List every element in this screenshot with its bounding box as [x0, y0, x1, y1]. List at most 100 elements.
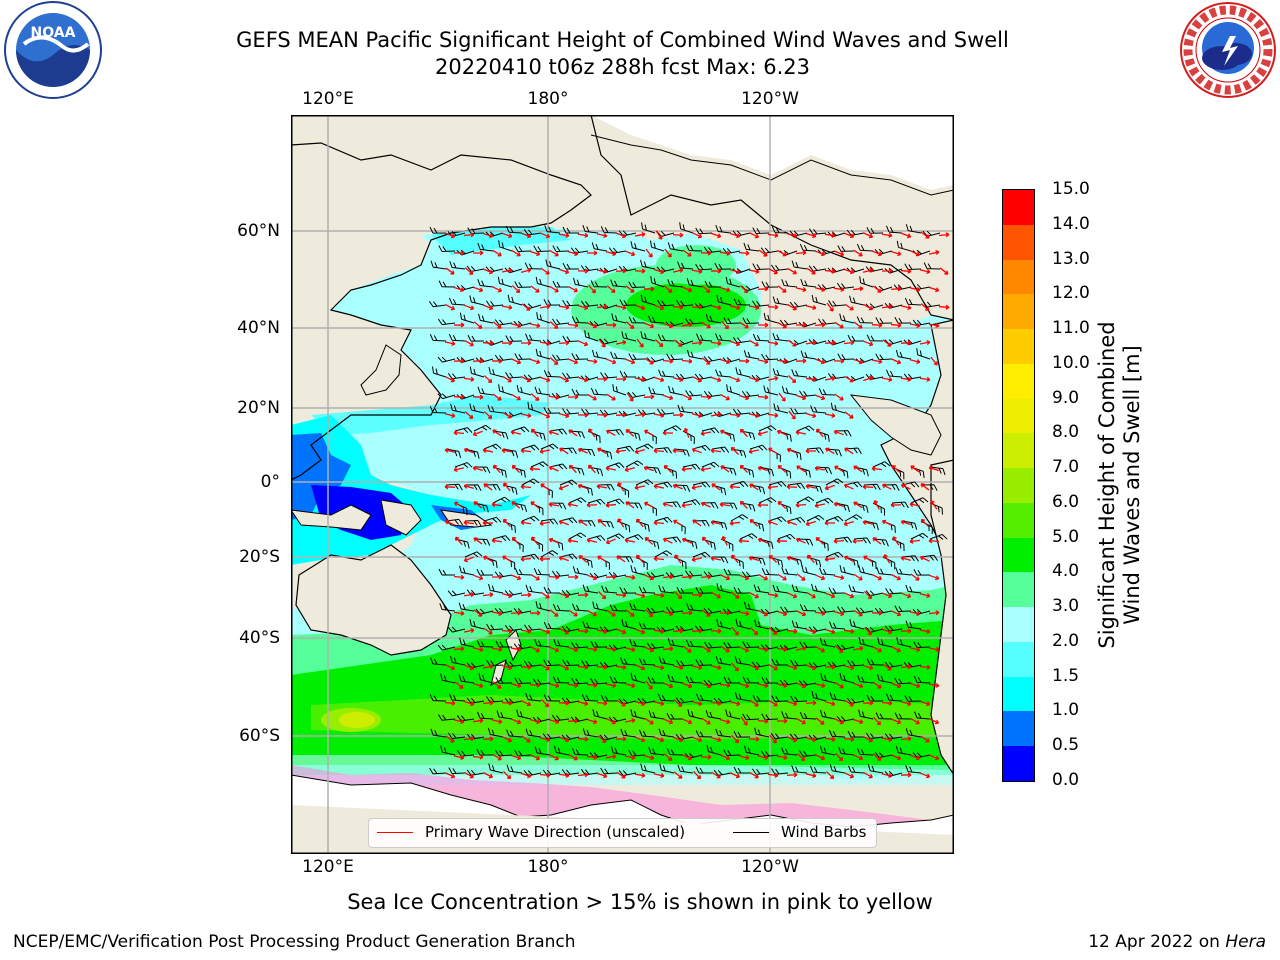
- wind-barb: [430, 728, 447, 738]
- wave-arrow: [586, 682, 598, 688]
- wave-arrow: [597, 519, 607, 527]
- wave-arrow: [682, 682, 693, 689]
- wave-arrow: [881, 376, 893, 382]
- wave-arrow: [626, 392, 634, 402]
- wind-barb: [447, 590, 466, 597]
- colorbar-tick-label: 10.0: [1052, 352, 1090, 373]
- wave-arrow: [852, 538, 864, 544]
- wind-barb: [872, 461, 891, 468]
- wave-arrow: [806, 664, 817, 671]
- wind-barb: [476, 640, 494, 648]
- wave-arrow: [521, 772, 532, 779]
- wave-arrow: [653, 520, 665, 526]
- wind-barb: [735, 619, 751, 630]
- wind-barb: [752, 227, 770, 234]
- wave-arrow: [615, 736, 627, 742]
- wind-barb: [844, 514, 863, 522]
- wave-arrow: [825, 447, 835, 455]
- wind-barb: [913, 568, 931, 576]
- wind-barb: [815, 430, 830, 442]
- wave-arrow: [910, 682, 921, 689]
- wave-arrow: [501, 268, 513, 274]
- wave-arrow: [483, 555, 493, 562]
- wave-arrow: [464, 304, 475, 311]
- wave-arrow: [605, 322, 617, 328]
- wave-arrow: [634, 484, 646, 490]
- wind-barb: [695, 263, 713, 271]
- wind-barb: [838, 747, 855, 756]
- wind-barb: [808, 265, 827, 272]
- wave-arrow: [910, 250, 921, 257]
- wave-arrow: [738, 358, 750, 364]
- wave-arrow: [444, 484, 456, 490]
- wave-arrow: [928, 610, 940, 616]
- wave-arrow: [445, 664, 456, 671]
- wind-barb: [789, 733, 808, 740]
- wind-barb: [685, 390, 703, 397]
- wind-barb: [929, 533, 948, 540]
- wind-barb: [829, 692, 846, 702]
- wind-barb: [847, 730, 865, 738]
- wave-arrow: [853, 501, 863, 509]
- wind-barb: [551, 714, 570, 722]
- wave-arrow: [653, 412, 665, 418]
- wave-arrow: [805, 340, 817, 346]
- wind-barb: [533, 245, 551, 253]
- wind-barb: [761, 713, 779, 721]
- wave-arrow: [605, 682, 617, 688]
- wind-barb: [440, 745, 456, 756]
- wave-arrow: [738, 610, 750, 616]
- wind-barb: [473, 424, 492, 432]
- wave-arrow: [473, 501, 483, 509]
- wind-barb: [437, 393, 456, 400]
- wave-arrow: [634, 593, 646, 599]
- wind-barb: [590, 678, 608, 685]
- wave-arrow: [529, 323, 541, 329]
- wave-arrow: [492, 429, 502, 437]
- wave-arrow: [749, 519, 759, 527]
- wave-arrow: [693, 770, 702, 780]
- wave-arrow: [510, 683, 522, 689]
- wave-arrow: [853, 573, 863, 581]
- wave-arrow: [749, 232, 760, 239]
- wind-barb: [922, 230, 941, 237]
- wave-arrow: [616, 232, 627, 239]
- wave-arrow: [864, 591, 873, 600]
- wave-arrow: [673, 377, 684, 383]
- wind-barb: [429, 767, 447, 775]
- noaa-logo-text: NOAA: [31, 25, 76, 41]
- wind-barb: [682, 430, 695, 444]
- wave-arrow: [463, 556, 474, 563]
- wave-arrow: [795, 250, 807, 256]
- wave-arrow: [624, 467, 636, 473]
- wave-arrow: [511, 536, 520, 546]
- wave-arrow: [463, 483, 474, 489]
- wind-barb: [770, 626, 789, 633]
- wave-arrow: [824, 664, 836, 670]
- wave-arrow: [596, 484, 608, 490]
- wave-arrow: [529, 466, 541, 472]
- wave-arrow: [578, 555, 588, 563]
- wave-arrow: [492, 286, 503, 293]
- wind-barb: [505, 372, 523, 379]
- wave-arrow: [643, 286, 655, 292]
- wind-barb: [848, 765, 865, 774]
- wave-arrow: [634, 449, 645, 455]
- wave-arrow: [701, 717, 711, 725]
- wave-arrow: [919, 664, 931, 670]
- wind-barb: [438, 280, 456, 288]
- wave-arrow: [806, 628, 817, 635]
- wind-barb: [438, 568, 456, 576]
- wind-barb: [884, 661, 903, 668]
- wind-barb: [477, 386, 494, 396]
- wind-barb: [573, 277, 589, 288]
- wind-barb: [781, 711, 798, 720]
- wave-arrow: [548, 683, 560, 689]
- wind-barb: [796, 496, 815, 504]
- wave-arrow: [473, 537, 483, 545]
- wind-barb: [467, 334, 485, 342]
- wind-barb: [629, 639, 646, 648]
- wind-barb: [447, 626, 466, 633]
- wave-arrow: [853, 249, 863, 257]
- wind-barb: [876, 673, 893, 684]
